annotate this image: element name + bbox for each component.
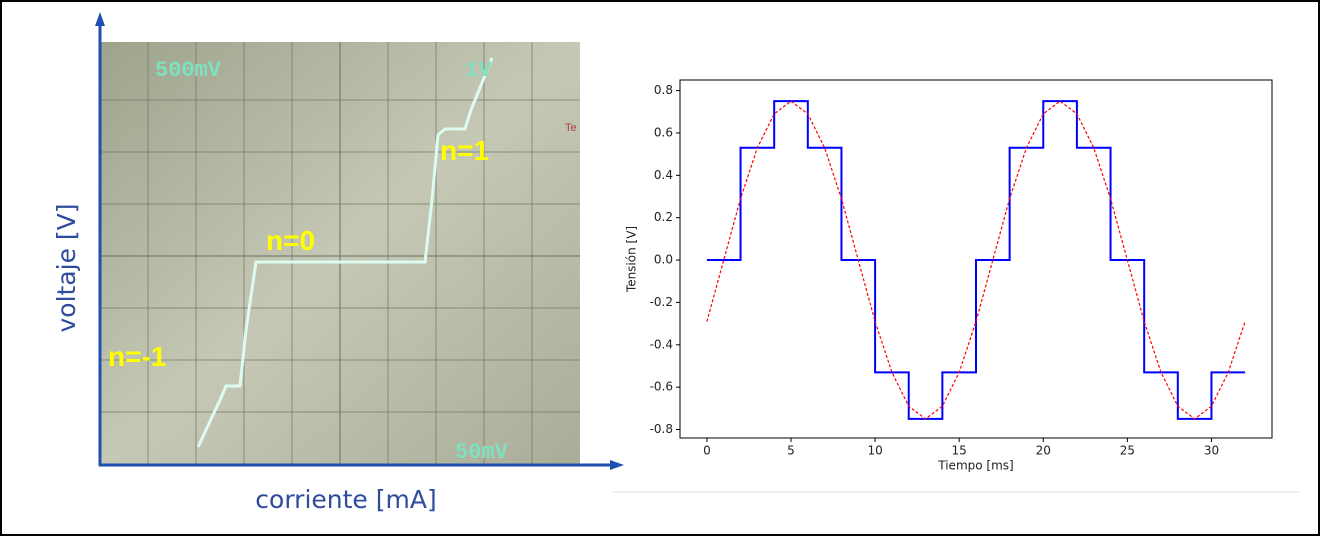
x-tick-label: 0 bbox=[703, 444, 711, 458]
scope-text: 1V bbox=[465, 58, 492, 83]
x-tick-label: 20 bbox=[1036, 444, 1051, 458]
step-label: n=-1 bbox=[108, 341, 166, 372]
scope-text: 500mV bbox=[155, 58, 222, 83]
y-axis-title: Tensión [V] bbox=[625, 226, 639, 293]
y-tick-label: 0.6 bbox=[654, 125, 673, 139]
x-tick-label: 30 bbox=[1204, 444, 1219, 458]
plot-frame bbox=[679, 79, 1273, 439]
x-tick-label: 15 bbox=[952, 444, 967, 458]
y-tick-label: -0.4 bbox=[650, 337, 673, 351]
x-tick-label: 10 bbox=[867, 444, 882, 458]
scope-text: 50mV bbox=[455, 440, 509, 465]
scope-text: Te bbox=[565, 122, 577, 134]
y-tick-label: 0.8 bbox=[654, 83, 673, 97]
y-tick-label: -0.8 bbox=[650, 422, 673, 436]
y-tick-label: -0.6 bbox=[650, 380, 673, 394]
oscilloscope-photo bbox=[100, 42, 580, 465]
fit-curve bbox=[706, 100, 1246, 420]
x-tick-label: 5 bbox=[787, 444, 795, 458]
arrowhead bbox=[610, 460, 624, 470]
y-tick-label: -0.2 bbox=[650, 295, 673, 309]
y-tick-label: 0.4 bbox=[654, 168, 673, 182]
y-axis-label: voltaje [V] bbox=[52, 203, 81, 332]
y-tick-label: 0.2 bbox=[654, 210, 673, 224]
step-label: n=0 bbox=[266, 225, 315, 256]
x-axis-title: Tiempo [ms] bbox=[937, 459, 1013, 473]
x-tick-label: 25 bbox=[1120, 444, 1135, 458]
x-axis-label: corriente [mA] bbox=[255, 485, 436, 514]
scope-trace bbox=[196, 57, 494, 448]
arrowhead bbox=[95, 12, 105, 26]
y-tick-label: 0.0 bbox=[654, 253, 673, 267]
step-label: n=1 bbox=[440, 135, 489, 166]
step-line bbox=[706, 100, 1246, 420]
